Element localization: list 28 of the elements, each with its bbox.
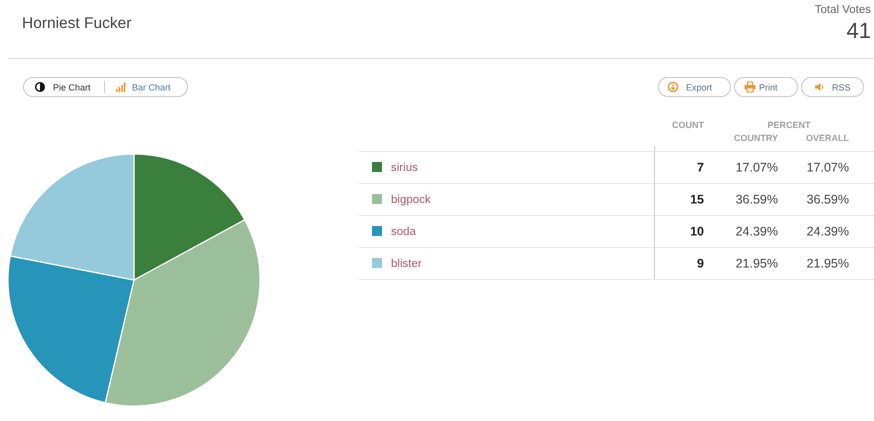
text: COUNTRY [734,133,778,143]
text: 24.39% [806,224,849,238]
data-label: 10 [690,224,704,238]
text: Print [759,82,778,92]
text: 41 [846,18,871,43]
legend-label: sirius [391,162,418,174]
chart-title: Horniest Fucker [22,15,132,32]
text: Total Votes [814,4,872,16]
text: 17.07% [736,160,778,174]
text: Pie Chart [53,82,92,92]
data-label: 7 [697,160,704,174]
text: Bar Chart [132,82,172,92]
text: COUNT [672,120,704,130]
text: PERCENT [767,120,811,130]
text: RSS [832,82,851,92]
text: OVERALL [806,133,850,143]
data-label: 15 [690,192,704,206]
text: 24.39% [736,224,778,238]
legend-label: bigpock [391,194,431,206]
text: 17.07% [806,160,849,174]
legend-label: soda [391,226,417,238]
text: 36.59% [736,192,778,206]
text: Export [686,82,713,92]
legend-label: blister [391,258,422,270]
text: 36.59% [806,192,849,206]
text: 21.95% [806,256,849,270]
data-label: 9 [697,256,704,270]
text: 21.95% [736,256,778,270]
